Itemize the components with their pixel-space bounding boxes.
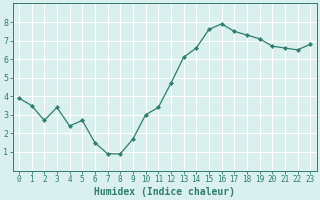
X-axis label: Humidex (Indice chaleur): Humidex (Indice chaleur) (94, 186, 235, 197)
